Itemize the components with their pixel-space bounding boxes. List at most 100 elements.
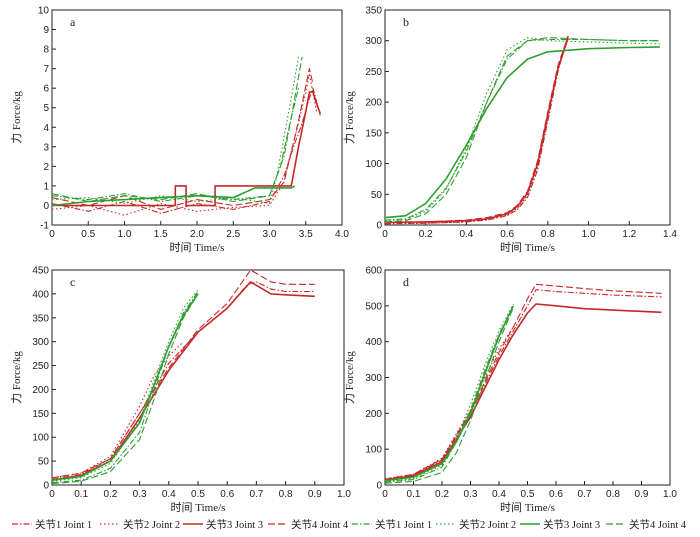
x-tick-label: 1.0 — [582, 229, 596, 240]
series-line-red-4 — [51, 269, 315, 479]
series-line-green-4 — [51, 293, 199, 485]
series-line-green-4 — [384, 37, 660, 223]
x-axis-label: 时间 Time/s — [171, 501, 226, 514]
y-axis-label: 力 Force/kg — [343, 91, 356, 144]
y-tick-label: 450 — [32, 266, 49, 277]
x-tick-label: 1.2 — [622, 229, 636, 240]
x-tick-label: 0.2 — [103, 489, 117, 500]
plot-frame — [51, 9, 343, 226]
series-line-red-3 — [51, 281, 315, 481]
x-tick-label: 0.4 — [459, 229, 473, 240]
series-line-green-3 — [51, 185, 296, 207]
x-tick-label: 2.0 — [190, 229, 204, 240]
x-tick-label: 1.5 — [154, 229, 168, 240]
y-axis-label: 力 Force/kg — [10, 351, 23, 404]
y-tick-label: 350 — [365, 6, 382, 17]
series-line-green-3 — [384, 46, 660, 219]
x-tick-label: 2.5 — [226, 229, 240, 240]
series-line-red-1 — [51, 281, 315, 480]
panel-label: d — [403, 275, 409, 289]
y-tick-label: 300 — [365, 373, 382, 384]
x-tick-label: 0 — [382, 229, 388, 240]
series-line-green-1 — [51, 291, 199, 484]
x-tick-label: 0.4 — [492, 489, 506, 500]
series-line-green-4 — [51, 56, 303, 203]
series-line-red-2 — [384, 326, 514, 480]
y-tick-label: 7 — [43, 64, 49, 75]
x-tick-label: 0.2 — [435, 489, 449, 500]
series-line-green-1 — [384, 305, 514, 483]
y-tick-label: 2 — [43, 162, 49, 173]
x-axis-label: 时间 Time/s — [500, 241, 555, 254]
y-tick-label: 0 — [376, 221, 382, 232]
plot-frame — [51, 269, 345, 486]
y-tick-label: 8 — [43, 45, 49, 56]
x-tick-label: 0.5 — [81, 229, 95, 240]
y-tick-label: 400 — [365, 337, 382, 348]
chart-panel-a: 0 0.5 1.0 1.5 2.0 2.5 3.0 3.5 4.0-1012345678910时… — [10, 6, 349, 255]
chart-panel-d: 0 0.1 0.2 0.3 0.4 0.5 0.6 0.7 0.8 0.9 1.0 0 100 200 30… — [343, 266, 677, 515]
x-tick-label: 0.1 — [407, 489, 421, 500]
series-line-green-2 — [51, 289, 199, 482]
plot-frame — [384, 9, 671, 226]
x-tick-label: 1.0 — [118, 229, 132, 240]
x-tick-label: 0.6 — [500, 229, 514, 240]
series-line-green-2 — [384, 303, 514, 482]
y-tick-label: 100 — [32, 433, 49, 444]
legend-label: 关节3 Joint 3 — [543, 518, 600, 531]
plot-frame — [384, 269, 671, 486]
x-tick-label: 0 — [49, 229, 55, 240]
x-tick-label: 3.0 — [263, 229, 277, 240]
y-tick-label: 200 — [365, 98, 382, 109]
y-tick-label: 50 — [371, 190, 383, 201]
y-tick-label: 400 — [32, 289, 49, 300]
x-tick-label: 0.9 — [308, 489, 322, 500]
series-line-green-1 — [51, 88, 300, 203]
x-tick-label: 0 — [49, 489, 55, 500]
x-tick-label: 0.9 — [635, 489, 649, 500]
y-tick-label: 1 — [43, 181, 49, 192]
x-tick-label: 0.8 — [606, 489, 620, 500]
x-axis-label: 时间 Time/s — [500, 501, 555, 514]
x-tick-label: 0.3 — [133, 489, 147, 500]
legend-label: 关节2 Joint 2 — [123, 518, 180, 531]
x-tick-label: 1.0 — [337, 489, 351, 500]
x-tick-label: 0.1 — [74, 489, 88, 500]
y-axis-label: 力 Force/kg — [343, 351, 356, 404]
x-tick-label: 0.5 — [521, 489, 535, 500]
y-tick-label: 5 — [43, 103, 49, 114]
series-line-red-1 — [51, 87, 321, 214]
legend-label: 关节2 Joint 2 — [459, 518, 516, 531]
series-line-green-4 — [384, 307, 514, 484]
x-tick-label: 0.5 — [191, 489, 205, 500]
y-tick-label: 250 — [365, 67, 382, 78]
panel-label: a — [70, 15, 76, 29]
series-line-red-3 — [384, 37, 569, 224]
y-tick-label: 0 — [376, 481, 382, 492]
x-tick-label: 0.8 — [279, 489, 293, 500]
y-tick-label: 100 — [365, 159, 382, 170]
y-tick-label: 50 — [38, 457, 50, 468]
y-tick-label: 100 — [365, 445, 382, 456]
panel-label: b — [403, 15, 409, 29]
y-tick-label: 0 — [43, 201, 49, 212]
x-tick-label: 4.0 — [335, 229, 349, 240]
legend-label: 关节3 Joint 3 — [206, 518, 263, 531]
series-line-green-2 — [51, 56, 300, 205]
series-line-green-2 — [384, 37, 660, 222]
x-tick-label: 0 — [382, 489, 388, 500]
series-line-red-3 — [384, 303, 662, 481]
series-line-green-3 — [384, 305, 515, 482]
y-tick-label: 600 — [365, 266, 382, 277]
y-tick-label: 200 — [365, 409, 382, 420]
legend-label: 关节1 Joint 1 — [35, 518, 92, 531]
series-line-red-2 — [51, 73, 318, 216]
chart-panel-b: 0 0.2 0.4 0.6 0.8 1.0 1.2 1.4 0 50 100 150 200 250 300… — [343, 6, 677, 255]
series-line-red-1 — [384, 289, 662, 481]
series-line-green-3 — [51, 293, 199, 481]
y-tick-label: 10 — [38, 6, 50, 17]
series-line-red-4 — [385, 35, 569, 223]
x-tick-label: 0.4 — [162, 489, 176, 500]
y-tick-label: 350 — [32, 313, 49, 324]
